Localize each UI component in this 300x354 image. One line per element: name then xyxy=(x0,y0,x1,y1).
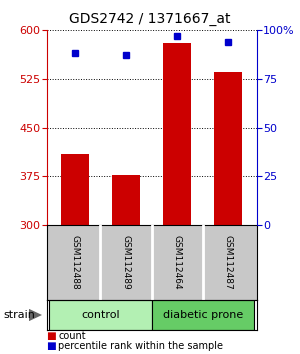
Bar xyxy=(163,43,191,225)
Text: GSM112488: GSM112488 xyxy=(70,235,79,290)
Bar xyxy=(214,72,242,225)
Bar xyxy=(112,175,140,225)
Bar xyxy=(49,300,152,330)
Text: control: control xyxy=(81,310,120,320)
Text: GSM112464: GSM112464 xyxy=(172,235,182,290)
Polygon shape xyxy=(28,309,42,321)
Text: ■: ■ xyxy=(46,341,56,351)
Text: count: count xyxy=(58,331,86,341)
Text: GSM112489: GSM112489 xyxy=(122,235,130,290)
Bar xyxy=(61,154,89,225)
Bar xyxy=(152,300,254,330)
Text: GDS2742 / 1371667_at: GDS2742 / 1371667_at xyxy=(69,12,231,27)
Text: percentile rank within the sample: percentile rank within the sample xyxy=(58,341,224,351)
Text: diabetic prone: diabetic prone xyxy=(163,310,243,320)
Text: ■: ■ xyxy=(46,331,56,341)
Text: GSM112487: GSM112487 xyxy=(224,235,233,290)
Text: strain: strain xyxy=(3,310,35,320)
